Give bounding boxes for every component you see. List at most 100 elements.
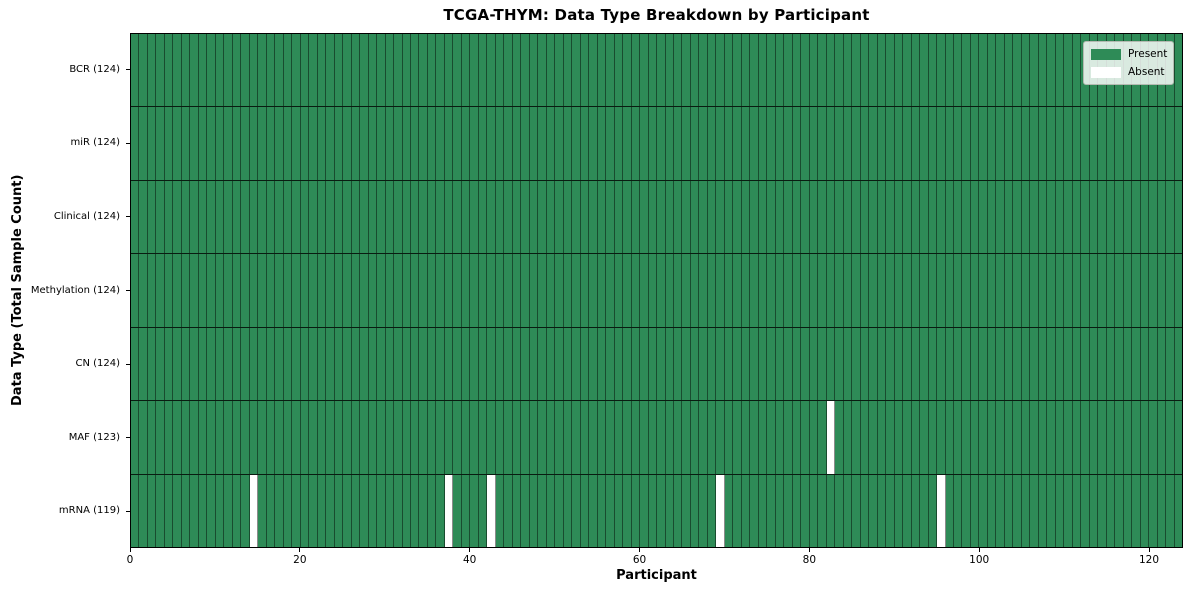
heatmap-cell-present [699,474,708,547]
heatmap-cell-present [512,254,522,327]
heatmap-cell-present [326,180,335,254]
heatmap-cell-present [1021,254,1031,327]
heatmap-cell-present [775,107,785,180]
heatmap-cell-present [1004,34,1014,107]
heatmap-cell-present [317,34,327,107]
heatmap-cell-present [521,180,530,254]
heatmap-cell-present [504,34,513,107]
heatmap-cell-present [1004,474,1014,547]
heatmap-cell-present [614,474,624,547]
heatmap-cell-present [733,107,742,180]
heatmap-cell-present [402,254,411,327]
heatmap-cell-present [394,401,403,474]
heatmap-cell-present [1115,474,1124,547]
heatmap-cell-present [1166,180,1175,254]
heatmap-cell-present [606,327,615,401]
heatmap-cell-present [682,474,691,547]
heatmap-cell-present [648,401,658,474]
heatmap-cell-present [241,34,250,107]
heatmap-cell-present [623,107,632,180]
heatmap-cell-present [478,254,488,327]
heatmap-cell-present [877,107,887,180]
heatmap-cell-present [767,107,776,180]
heatmap-cell-present [275,474,284,547]
heatmap-cell-present [385,107,395,180]
heatmap-cell-present [147,401,157,474]
heatmap-cell-present [470,180,479,254]
heatmap-cell-present [818,180,827,254]
heatmap-cell-present [1072,180,1082,254]
heatmap-cell-present [953,254,963,327]
heatmap-cell-present [283,401,293,474]
heatmap-cell-present [563,401,573,474]
heatmap-cell-present [707,254,717,327]
heatmap-cell-present [690,254,700,327]
heatmap-cell-present [758,180,768,254]
heatmap-cell-present [945,474,954,547]
x-tick-label: 20 [293,554,307,566]
heatmap-cell-present [987,401,997,474]
heatmap-cell-present [139,474,148,547]
heatmap-cell-present [215,254,225,327]
heatmap-cell-present [334,254,344,327]
heatmap-cell-present [317,474,327,547]
heatmap-cell-present [164,327,174,401]
heatmap-cell-present [453,107,462,180]
heatmap-cell-present [707,474,717,547]
heatmap-row [131,474,1183,547]
heatmap-cell-present [733,180,742,254]
heatmap-cell-present [1064,254,1073,327]
heatmap-cell-present [987,34,997,107]
heatmap-cell-present [351,327,361,401]
heatmap-cell-present [623,401,632,474]
heatmap-cell-present [953,401,963,474]
heatmap-cell-present [1021,474,1031,547]
heatmap-cell-present [555,107,564,180]
heatmap-cell-present [385,34,395,107]
heatmap-cell-present [495,474,505,547]
heatmap-cell-present [512,107,522,180]
heatmap-cell-present [852,254,861,327]
heatmap-cell-present [843,107,853,180]
heatmap-cell-present [580,401,590,474]
heatmap-cell-present [300,474,310,547]
heatmap-cell-present [326,327,335,401]
heatmap-cell-present [1106,180,1116,254]
heatmap-cell-present [877,34,887,107]
heatmap-cell-present [920,327,929,401]
heatmap-cell-present [1149,327,1158,401]
heatmap-cell-present [606,254,615,327]
heatmap-cell-present [1149,254,1158,327]
heatmap-cell-present [300,327,310,401]
heatmap-cell-present [1030,180,1039,254]
heatmap-cell-present [835,180,844,254]
heatmap-cell-present [962,327,971,401]
x-tick-label: 80 [802,554,817,566]
heatmap-cell-present [741,254,751,327]
heatmap-cell-present [979,401,988,474]
heatmap-cell-present [198,254,208,327]
heatmap-cell-present [1166,254,1175,327]
heatmap-cell-present [767,254,776,327]
heatmap-cell-present [1055,34,1065,107]
heatmap-cell-present [563,34,573,107]
heatmap-cell-present [1115,107,1124,180]
heatmap-cell-present [886,327,895,401]
heatmap-cell-present [343,180,352,254]
heatmap-cell-present [198,401,208,474]
heatmap-cell-present [410,180,420,254]
heatmap-cell-present [920,401,929,474]
heatmap-cell-present [928,254,938,327]
heatmap-cell-present [385,327,395,401]
heatmap-cell-present [317,107,327,180]
heatmap-cell-present [1123,474,1133,547]
heatmap-cell-present [215,474,225,547]
heatmap-cell-present [962,254,971,327]
heatmap-cell-present [750,327,759,401]
heatmap-cell-present [521,254,530,327]
heatmap-cell-present [665,401,674,474]
heatmap-cell-present [1047,107,1056,180]
heatmap-cell-present [987,107,997,180]
heatmap-cell-present [232,107,242,180]
heatmap-cell-present [1106,107,1116,180]
